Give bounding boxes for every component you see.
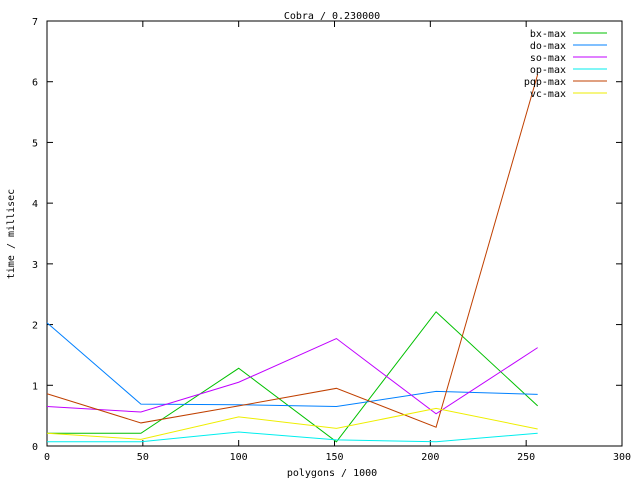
x-tick-label: 50 [137, 452, 149, 463]
y-tick-label: 4 [32, 199, 38, 210]
y-tick-label: 5 [32, 138, 38, 149]
x-tick-label: 150 [325, 452, 343, 463]
series-line-so-max [46, 337, 538, 415]
legend-label: pqp-max [524, 77, 566, 88]
y-tick-label: 0 [32, 442, 38, 453]
y-axis-label: time / millisec [6, 189, 17, 279]
y-tick-label: 6 [32, 78, 38, 89]
x-tick-label: 200 [421, 452, 439, 463]
legend-label: vc-max [530, 89, 566, 100]
series-line-vc-max [46, 407, 538, 440]
series-line-do-max [46, 322, 538, 408]
series-line-bx-max [47, 311, 539, 443]
y-tick-label: 2 [32, 321, 38, 332]
legend-label: do-max [530, 41, 566, 52]
x-tick-label: 0 [44, 452, 50, 463]
y-tick-label: 7 [32, 17, 38, 28]
legend-label: bx-max [530, 29, 566, 40]
x-tick-label: 250 [517, 452, 535, 463]
series-line-pqp-max [46, 74, 539, 428]
x-tick-label: 100 [230, 452, 248, 463]
y-tick-label: 3 [32, 260, 38, 271]
x-axis-label: polygons / 1000 [287, 468, 377, 479]
legend-label: op-max [530, 65, 566, 76]
x-tick-label: 300 [613, 452, 631, 463]
y-tick-label: 1 [32, 381, 38, 392]
chart-title: Cobra / 0.230000 [284, 11, 380, 22]
legend-label: so-max [530, 53, 566, 64]
series-line-op-max [47, 431, 538, 443]
